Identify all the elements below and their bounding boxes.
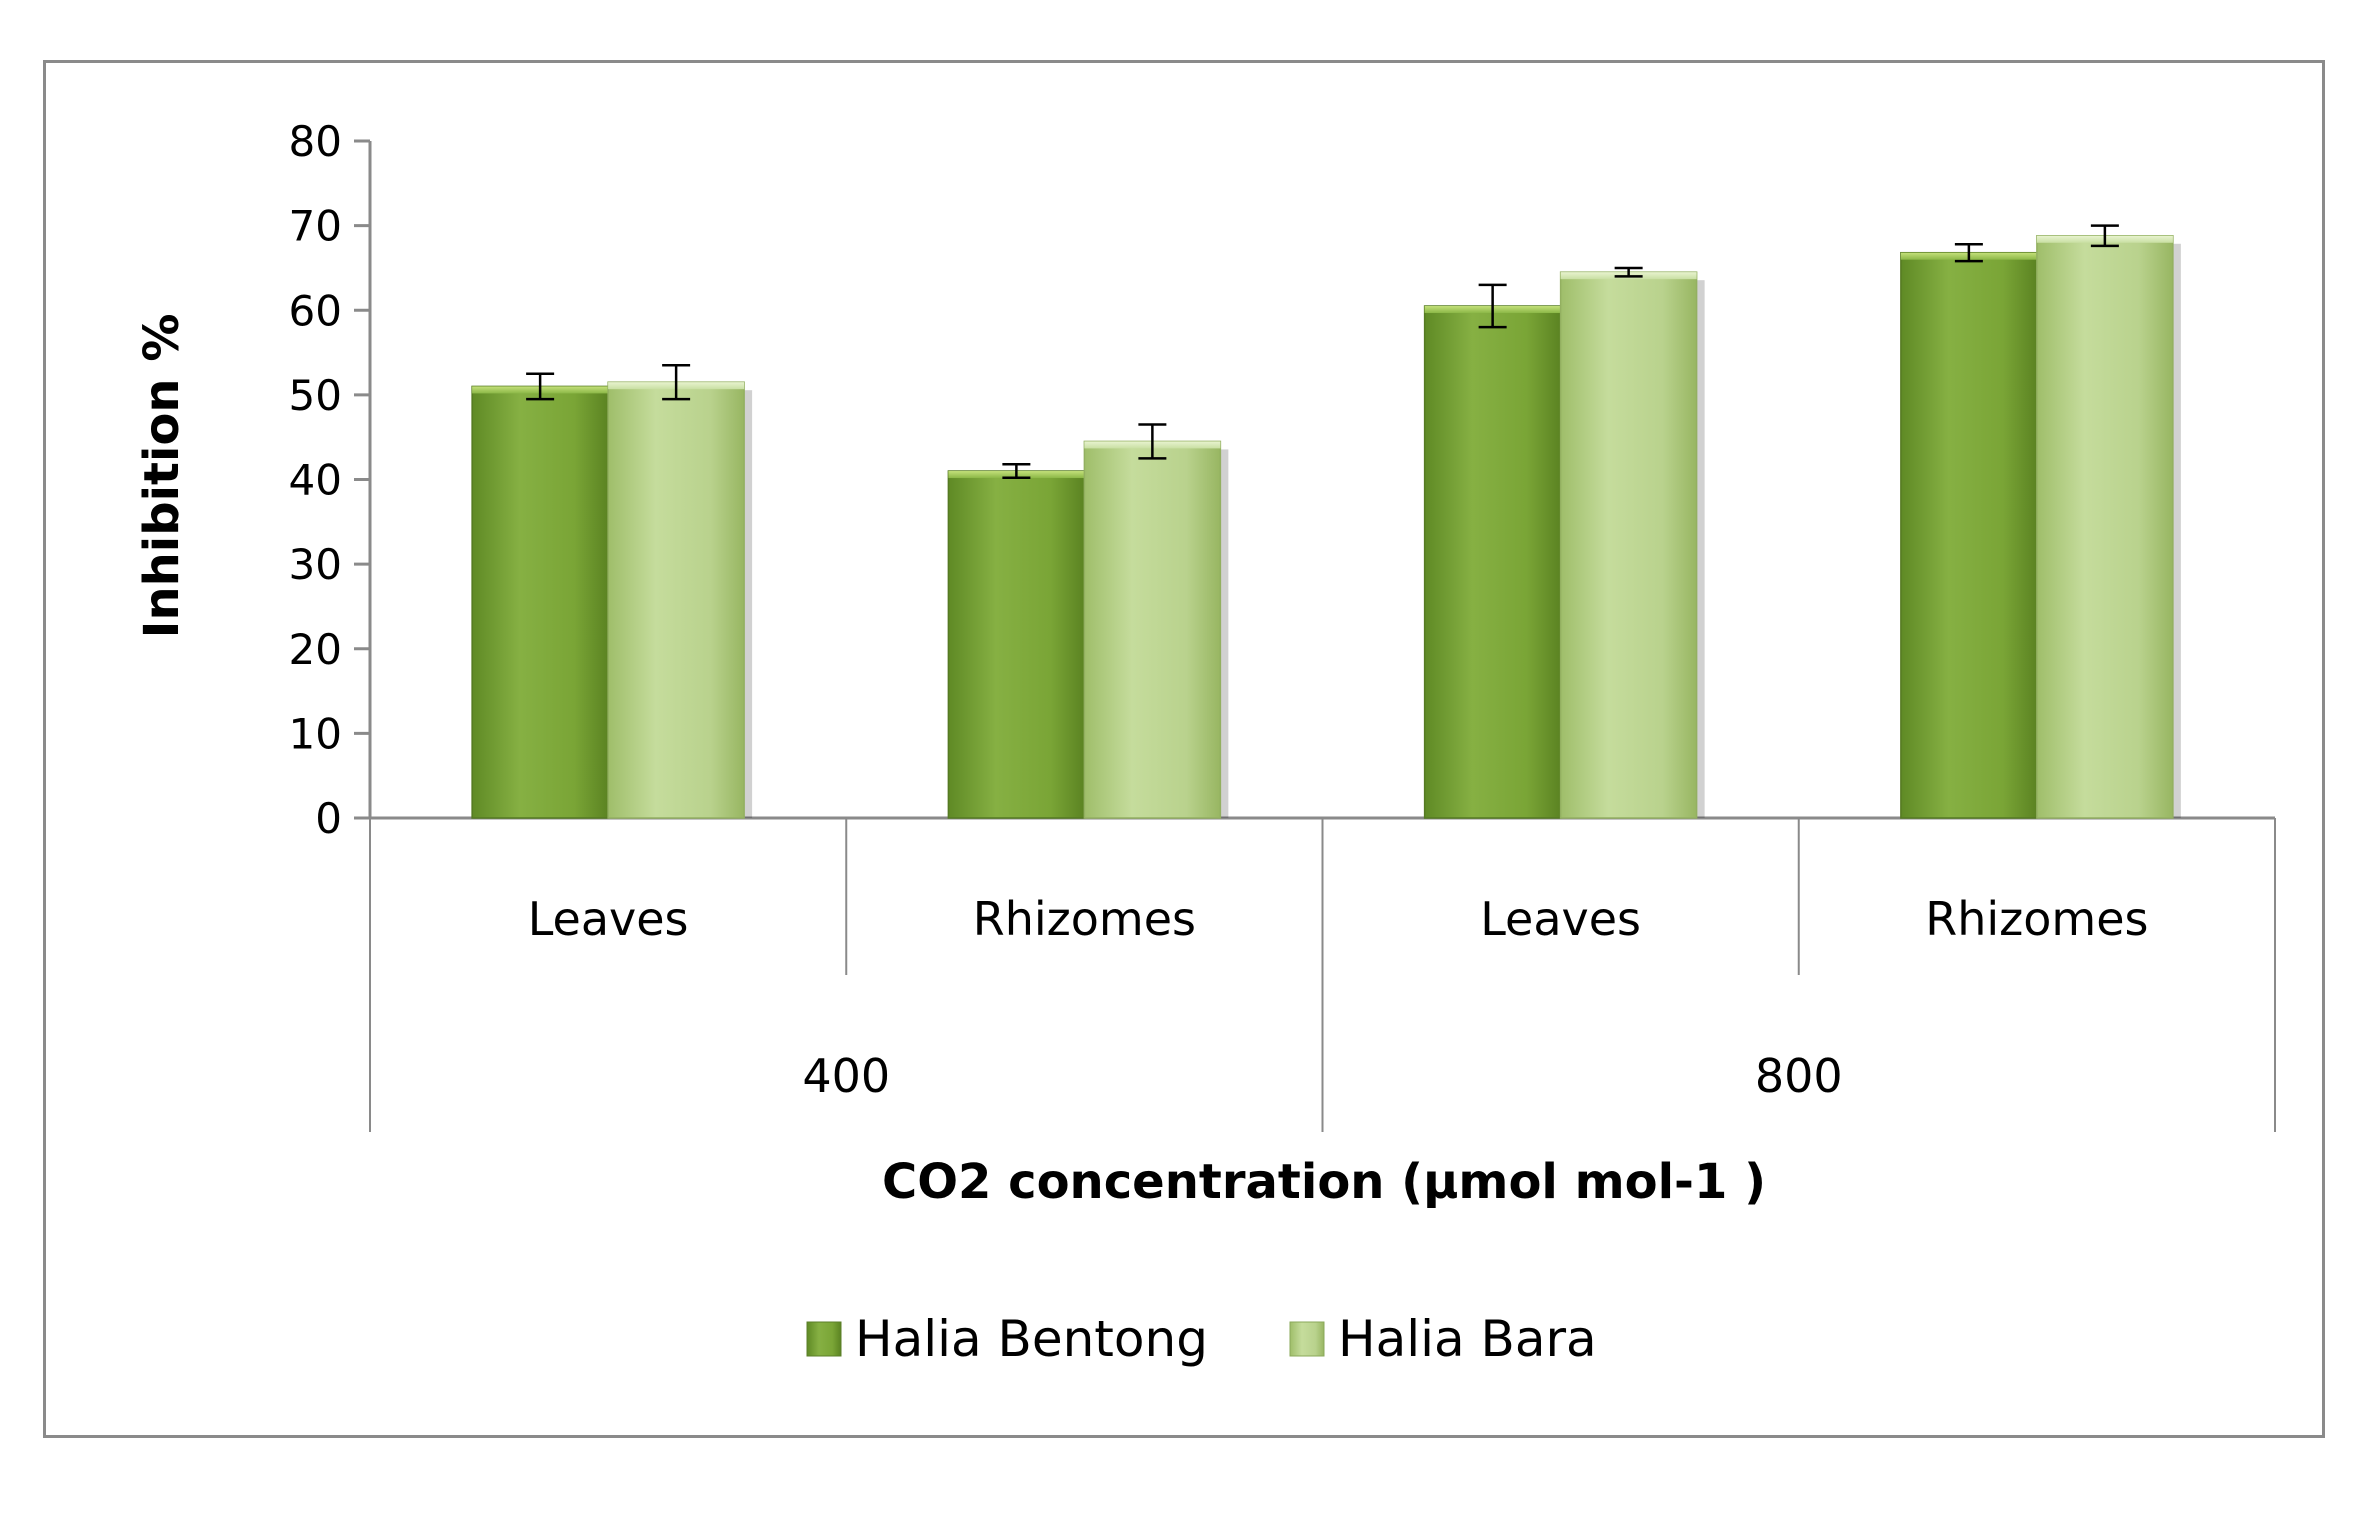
bar (1083, 440, 1222, 819)
bar (2036, 235, 2174, 819)
legend-label-halia-bara: Halia Bara (1338, 1310, 1597, 1368)
bar (1900, 251, 2038, 819)
x-group-label: 400 (802, 1049, 890, 1103)
bar (607, 381, 745, 819)
y-tick-label: 0 (315, 794, 342, 843)
x-tick-label: Rhizomes (1925, 892, 2148, 946)
y-tick-label: 40 (289, 456, 342, 505)
y-tick-label: 20 (289, 625, 342, 674)
legend-item-halia-bentong: Halia Bentong (806, 1310, 1208, 1368)
bar (471, 385, 609, 819)
bar (1423, 305, 1562, 819)
error-bars (526, 224, 2119, 480)
x-axis: Leaves Rhizomes Leaves Rhizomes 400 800 (354, 816, 2276, 1132)
y-tick-label: 80 (289, 117, 342, 166)
legend-swatch-halia-bentong (806, 1321, 842, 1357)
x-tick-label: Leaves (528, 892, 689, 946)
legend-swatch-halia-bara (1289, 1321, 1325, 1357)
x-tick-label: Leaves (1480, 892, 1641, 946)
legend: Halia Bentong Halia Bara (806, 1310, 1597, 1368)
x-tick-label: Rhizomes (973, 892, 1196, 946)
y-tick-label: 50 (289, 371, 342, 420)
y-tick-label: 70 (289, 202, 342, 251)
bar (947, 470, 1086, 819)
y-axis: 0 10 20 30 40 50 60 70 80 (289, 117, 372, 843)
y-tick-label: 10 (289, 709, 342, 758)
x-axis-title: CO2 concentration (µmol mol-1 ) (882, 1154, 1766, 1210)
x-group-label: 800 (1755, 1049, 1843, 1103)
legend-label-halia-bentong: Halia Bentong (855, 1310, 1208, 1368)
bars (471, 235, 2181, 819)
y-tick-label: 30 (289, 540, 342, 589)
legend-item-halia-bara: Halia Bara (1289, 1310, 1597, 1368)
y-axis-title: Inhibition % (134, 314, 190, 639)
bar (1559, 271, 1698, 819)
y-tick-label: 60 (289, 286, 342, 335)
